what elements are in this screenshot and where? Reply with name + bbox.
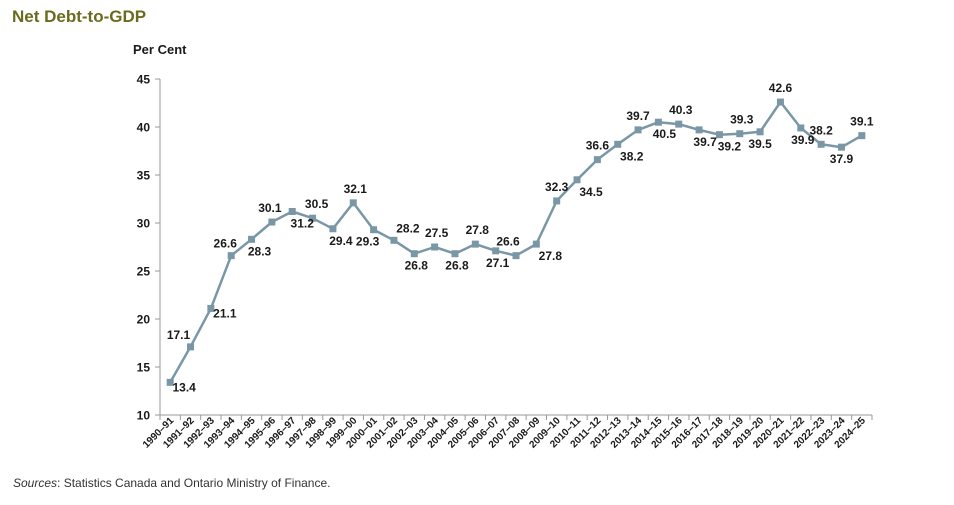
data-label: 40.5 (653, 127, 677, 141)
data-point (715, 131, 723, 139)
y-tick-labels: 10 15 20 25 30 35 40 45 (137, 73, 151, 423)
data-point (858, 132, 866, 140)
data-label: 27.1 (486, 256, 510, 270)
data-label: 26.8 (445, 259, 469, 273)
data-label: 30.5 (305, 197, 329, 211)
data-point (187, 343, 195, 351)
data-point (634, 126, 642, 134)
data-point (797, 124, 805, 132)
data-point (776, 98, 784, 106)
data-point (593, 156, 601, 164)
data-point (654, 118, 662, 126)
data-label: 17.1 (167, 328, 191, 342)
data-label: 38.2 (809, 123, 833, 137)
y-tick-label: 45 (137, 73, 151, 87)
source-prefix: Sources (13, 476, 58, 490)
y-tick-label: 20 (137, 313, 151, 327)
data-label: 26.8 (405, 259, 429, 273)
data-point (288, 207, 296, 215)
data-label: 39.7 (693, 135, 717, 149)
data-point (370, 226, 378, 234)
data-label: 21.1 (213, 306, 237, 320)
data-label: 36.6 (586, 139, 610, 153)
data-label: 31.2 (291, 216, 315, 230)
data-point (675, 120, 683, 128)
data-label: 39.2 (718, 140, 742, 154)
y-tick-label: 40 (137, 121, 151, 135)
data-label: 32.3 (545, 180, 569, 194)
data-label: 39.7 (626, 109, 650, 123)
y-tick-label: 15 (137, 361, 151, 375)
data-point (614, 140, 622, 148)
data-point (309, 214, 317, 222)
data-point (532, 240, 540, 248)
axes (155, 78, 873, 420)
data-label: 37.9 (830, 152, 854, 166)
data-label: 29.4 (329, 234, 353, 248)
data-point (390, 236, 398, 244)
data-point (268, 218, 276, 226)
data-point (837, 143, 845, 151)
data-label: 27.8 (466, 223, 490, 237)
data-label: 32.1 (344, 182, 368, 196)
y-tick-label: 10 (137, 409, 151, 423)
source-text: : Statistics Canada and Ontario Ministry… (57, 476, 331, 490)
data-label: 39.9 (791, 133, 815, 147)
data-point (248, 235, 256, 243)
data-labels: 13.4 17.1 21.1 26.6 28.3 30.1 31.2 30.5 29.4 32.1… (167, 81, 874, 394)
data-label: 27.5 (425, 226, 449, 240)
data-label: 42.6 (769, 81, 793, 95)
y-tick-label: 35 (137, 169, 151, 183)
data-label: 34.5 (579, 185, 603, 199)
data-point (451, 250, 459, 258)
data-point (166, 378, 174, 386)
data-point (349, 199, 357, 207)
data-label: 30.1 (258, 201, 282, 215)
data-point (553, 197, 561, 205)
data-label: 39.5 (748, 137, 772, 151)
data-label: 28.3 (248, 244, 272, 258)
data-label: 26.6 (214, 237, 238, 251)
chart-title: Net Debt-to-GDP (12, 7, 147, 26)
source-note: Sources: Statistics Canada and Ontario M… (13, 476, 331, 490)
data-label: 13.4 (172, 380, 196, 394)
data-point (431, 243, 439, 251)
x-tick-labels: 1990–911991–921992–931993–941994–951995–… (141, 415, 868, 451)
data-point (695, 126, 703, 134)
data-label: 40.3 (669, 103, 693, 117)
data-point (329, 225, 337, 233)
data-point (410, 250, 418, 258)
data-label: 28.2 (396, 221, 420, 235)
data-point (817, 140, 825, 148)
data-point (471, 240, 479, 248)
data-point (756, 128, 764, 136)
y-tick-label: 30 (137, 217, 151, 231)
data-point (736, 130, 744, 138)
data-label: 39.3 (730, 113, 754, 127)
data-label: 38.2 (620, 149, 644, 163)
y-axis-label: Per Cent (133, 42, 187, 57)
data-point (207, 304, 215, 312)
y-tick-label: 25 (137, 265, 151, 279)
data-markers (166, 98, 866, 386)
data-label: 26.6 (496, 235, 520, 249)
data-point (227, 252, 235, 260)
data-point (573, 176, 581, 184)
data-label: 39.1 (850, 115, 874, 129)
data-label: 27.8 (539, 249, 563, 263)
data-label: 29.3 (356, 235, 380, 249)
data-point (512, 252, 520, 260)
data-point (492, 247, 500, 255)
